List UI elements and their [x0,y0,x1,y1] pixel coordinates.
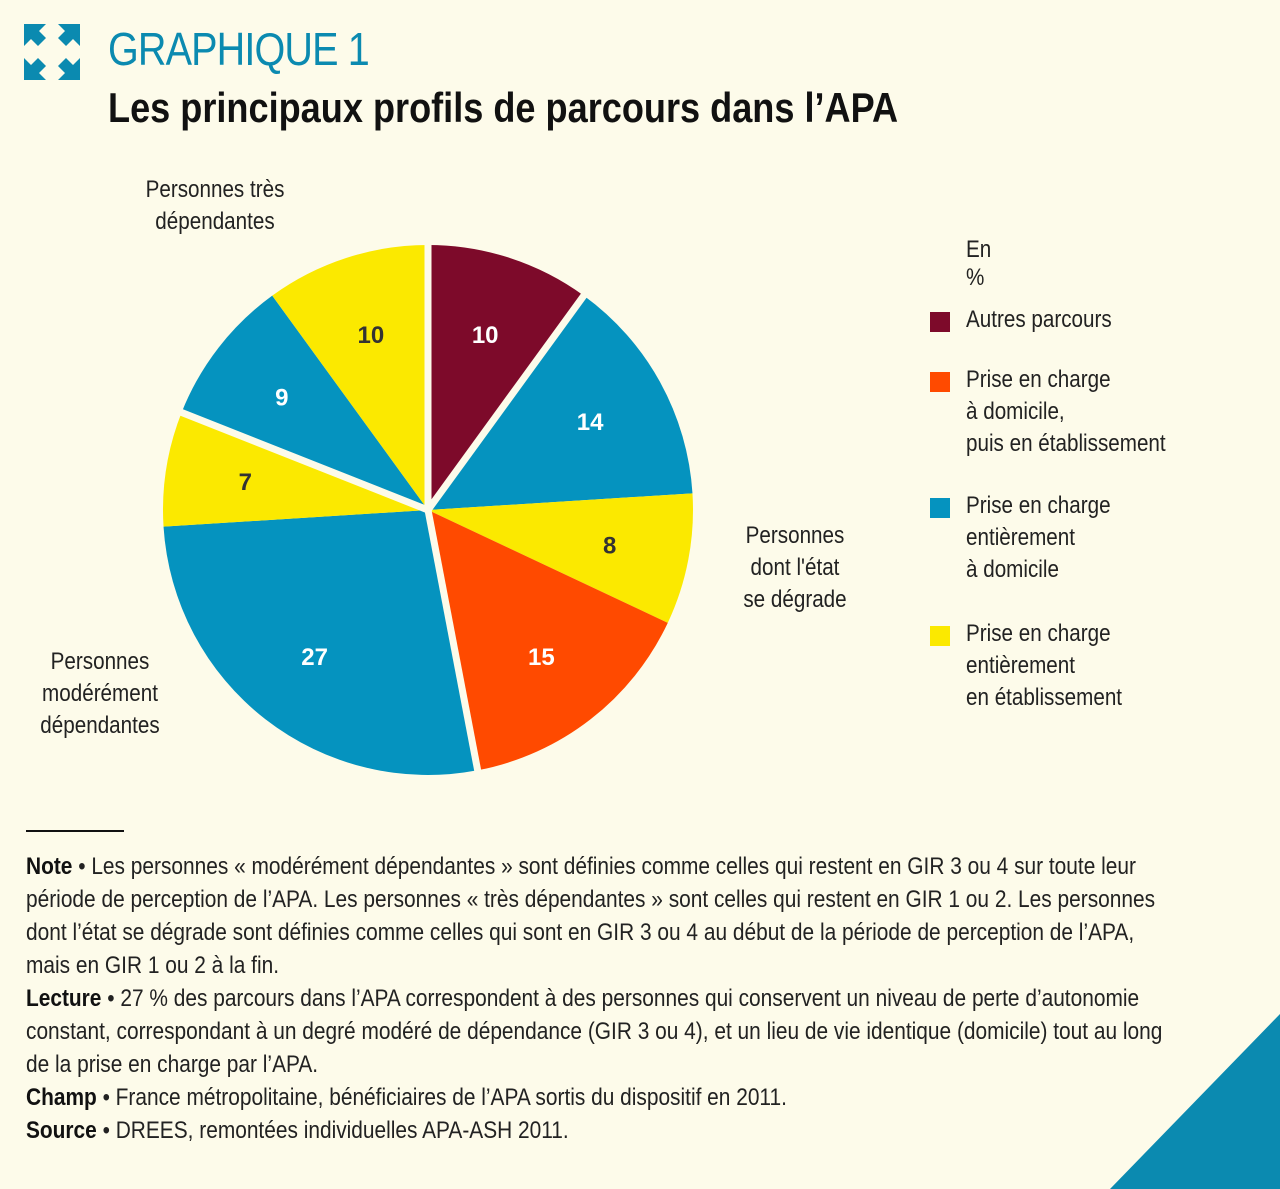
source-key: Source [26,1117,97,1144]
corner-decoration [1110,1014,1280,1189]
group-label-line: Personnes [745,522,845,549]
group-label-line: Personnes [50,648,150,675]
legend-swatch [930,626,950,646]
legend-line: à domicile, [966,398,1065,425]
slice-value-label: 8 [603,533,616,560]
legend-label: Prise en charge entièrement à domicile [966,490,1190,586]
group-label-tres-dependantes: Personnes très dépendantes [133,174,296,238]
legend-item-autres: Autres parcours [930,304,1226,336]
source-text: • DREES, remontées individuelles APA-ASH… [96,1117,569,1144]
pie-slice [428,245,584,510]
legend-line: Prise en charge [966,492,1111,519]
legend-swatch [930,312,950,332]
legend-unit: En % [966,236,992,291]
legend-line: puis en établissement [966,430,1166,457]
legend-line: Prise en charge [966,366,1111,393]
pie-slice [163,510,478,775]
group-label-line: Personnes très [145,176,285,203]
lecture-text: • 27 % des parcours dans l’APA correspon… [26,985,1163,1078]
note-paragraph: Note • Les personnes « modérément dépend… [26,850,1174,982]
champ-key: Champ [26,1084,97,1111]
champ-paragraph: Champ • France métropolitaine, bénéficia… [26,1081,1174,1114]
notes-block: Note • Les personnes « modérément dépend… [26,850,1174,1147]
pie-chart: 10 14 8 15 27 7 9 10 [163,239,694,777]
note-text: • Les personnes « modérément dépendantes… [26,853,1156,979]
legend-label: Prise en charge à domicile, puis en étab… [966,364,1190,460]
graph-number: GRAPHIQUE 1 [108,23,370,75]
legend-label: Autres parcours [966,304,1190,336]
legend-item-etablissement: Prise en charge entièrement en établisse… [930,618,1226,714]
lecture-paragraph: Lecture • 27 % des parcours dans l’APA c… [26,982,1174,1081]
pie-slice [428,510,668,771]
legend-swatch [930,498,950,518]
legend-item-domicile: Prise en charge entièrement à domicile [930,490,1226,586]
pie-slice [428,295,693,510]
slice-value-label: 15 [528,644,555,671]
champ-text: • France métropolitaine, bénéficiaires d… [96,1084,787,1111]
slice-value-label: 10 [472,322,499,349]
slice-value-label: 7 [239,469,252,496]
pie-slice [181,295,428,510]
legend-line: Autres parcours [966,306,1112,333]
legend-swatch [930,372,950,392]
slice-value-label: 10 [357,322,384,349]
chart-title: Les principaux profils de parcours dans … [108,84,899,131]
group-separator [174,406,430,514]
note-key: Note [26,853,73,880]
slice-value-label: 9 [275,385,288,412]
group-label-line: dépendantes [155,208,275,235]
lecture-key: Lecture [26,985,102,1012]
group-label-moderement: Personnes modérément dépendantes [31,646,169,742]
source-paragraph: Source • DREES, remontées individuelles … [26,1114,1174,1147]
legend-line: Prise en charge [966,620,1111,647]
notes-divider [26,830,124,832]
expand-icon[interactable] [24,24,80,80]
group-separator [424,509,483,777]
legend-line: à domicile [966,556,1059,583]
group-label-line: dont l'état [750,554,840,581]
legend-label: Prise en charge entièrement en établisse… [966,618,1190,714]
pie-slice [272,245,428,510]
group-label-line: dépendantes [40,712,160,739]
legend-line: entièrement [966,524,1076,551]
group-label-line: se dégrade [743,586,847,613]
group-separator [425,288,591,513]
legend-item-domicile-puis-etab: Prise en charge à domicile, puis en étab… [930,364,1226,460]
group-label-degrade: Personnes dont l'état se dégrade [731,520,860,616]
legend-line: en établissement [966,684,1123,711]
pie-slice [163,412,429,527]
legend-line: entièrement [966,652,1076,679]
slice-value-label: 14 [577,409,604,436]
group-label-line: modérément [42,680,158,707]
pie-slice [428,493,694,623]
slice-value-label: 27 [301,644,328,671]
